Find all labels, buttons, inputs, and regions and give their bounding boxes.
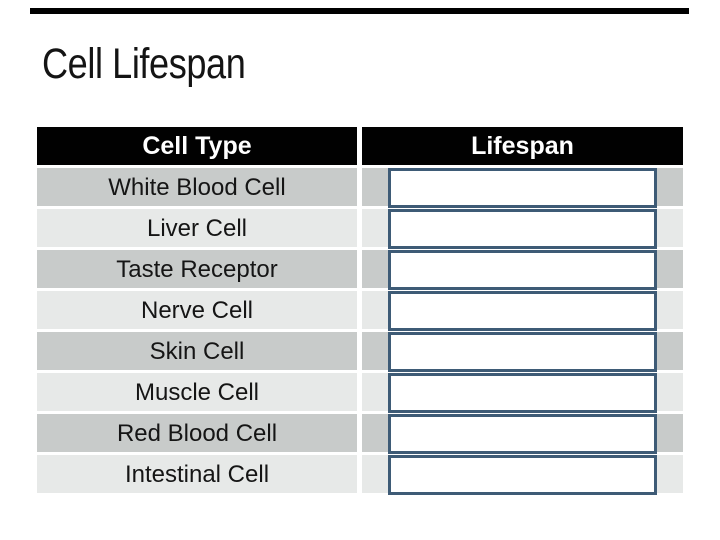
cell-type-cell-skin-cell: Skin Cell bbox=[37, 332, 357, 370]
cell-type-cell-red-blood-cell: Red Blood Cell bbox=[37, 414, 357, 452]
lifespan-cell bbox=[362, 332, 683, 372]
lifespan-cell bbox=[362, 414, 683, 454]
lifespan-answer-box[interactable] bbox=[388, 209, 657, 249]
cell-lifespan-table: Cell Type Lifespan White Blood Cell Live… bbox=[37, 127, 683, 495]
cell-type-cell-nerve-cell: Nerve Cell bbox=[37, 291, 357, 329]
lifespan-cell bbox=[362, 209, 683, 249]
lifespan-answer-box[interactable] bbox=[388, 168, 657, 208]
lifespan-cell bbox=[362, 373, 683, 413]
cell-type-cell-white-blood-cell: White Blood Cell bbox=[37, 168, 357, 206]
cell-type-cell-taste-receptor: Taste Receptor bbox=[37, 250, 357, 288]
cell-type-cell-muscle-cell: Muscle Cell bbox=[37, 373, 357, 411]
lifespan-answer-box[interactable] bbox=[388, 332, 657, 372]
lifespan-answer-box[interactable] bbox=[388, 414, 657, 454]
lifespan-answer-box[interactable] bbox=[388, 373, 657, 413]
page-title: Cell Lifespan bbox=[42, 40, 246, 88]
cell-type-cell-intestinal-cell: Intestinal Cell bbox=[37, 455, 357, 493]
lifespan-cell bbox=[362, 455, 683, 495]
top-bar bbox=[30, 8, 689, 14]
lifespan-answer-box[interactable] bbox=[388, 291, 657, 331]
lifespan-cell bbox=[362, 250, 683, 290]
lifespan-cell bbox=[362, 291, 683, 331]
cell-type-cell-liver-cell: Liver Cell bbox=[37, 209, 357, 247]
lifespan-answer-box[interactable] bbox=[388, 455, 657, 495]
lifespan-answer-box[interactable] bbox=[388, 250, 657, 290]
lifespan-cell bbox=[362, 168, 683, 208]
column-header-cell-type: Cell Type bbox=[37, 127, 357, 165]
column-header-lifespan: Lifespan bbox=[362, 127, 683, 165]
